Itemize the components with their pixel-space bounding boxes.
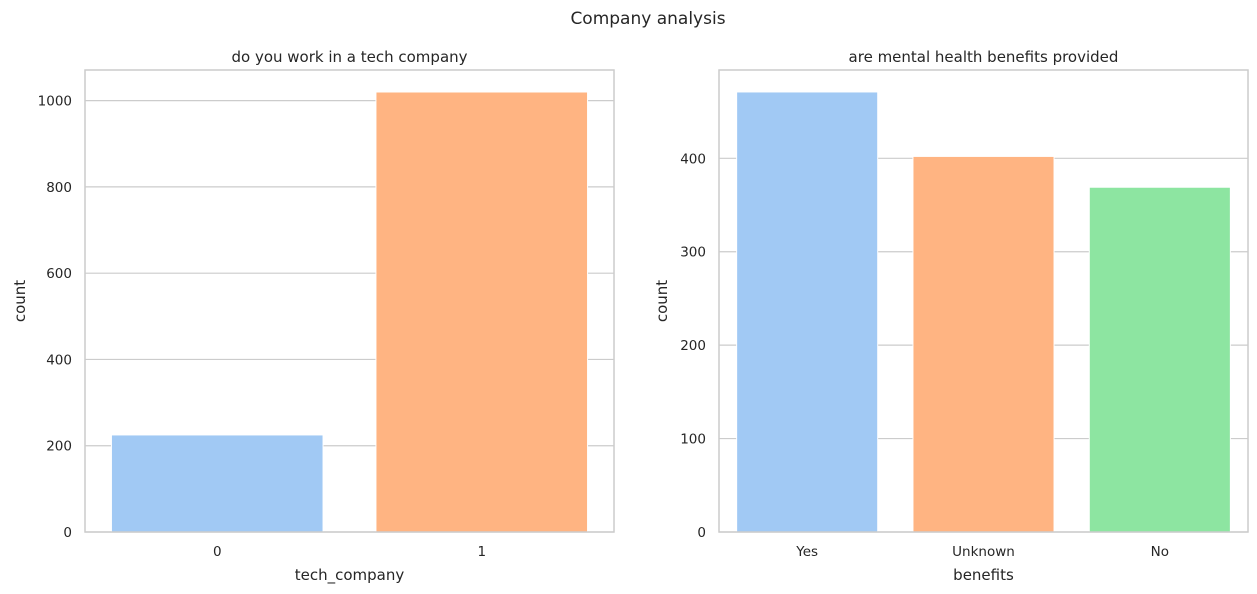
x-tick-label: No: [1151, 544, 1169, 560]
axes-frame: [718, 69, 1249, 533]
figure-title: Company analysis: [570, 9, 725, 29]
x-axis-label: benefits: [953, 566, 1014, 584]
y-tick-label: 600: [46, 266, 72, 282]
axes-frame: [84, 69, 615, 533]
bar-yes: [736, 91, 879, 533]
y-tick-label: 200: [680, 338, 706, 354]
y-tick-label: 400: [680, 151, 706, 167]
y-tick-label: 800: [46, 180, 72, 196]
chart-title: are mental health benefits provided: [849, 48, 1119, 66]
y-tick-label: 100: [680, 432, 706, 448]
y-axis-label: count: [653, 280, 671, 322]
y-tick-label: 300: [680, 245, 706, 261]
y-tick-label: 400: [46, 352, 72, 368]
y-tick-label: 200: [46, 439, 72, 455]
y-axis-label: count: [11, 280, 29, 322]
bar-no: [1088, 186, 1231, 533]
x-tick-label: Unknown: [952, 544, 1015, 560]
x-tick-label: 1: [477, 544, 486, 560]
chart-title: do you work in a tech company: [231, 48, 467, 66]
bar-1: [375, 91, 589, 533]
chart-benefits: are mental health benefits provided bene…: [653, 48, 1249, 584]
y-tick-label: 0: [63, 525, 72, 541]
bar-0: [110, 434, 324, 533]
chart-tech-company: do you work in a tech company tech_compa…: [11, 48, 615, 585]
x-tick-label: 0: [213, 544, 222, 560]
y-tick-label: 1000: [38, 94, 72, 110]
x-tick-label: Yes: [795, 544, 818, 560]
y-tick-label: 0: [697, 525, 706, 541]
x-axis-label: tech_company: [295, 566, 405, 585]
bar-unknown: [912, 155, 1055, 533]
